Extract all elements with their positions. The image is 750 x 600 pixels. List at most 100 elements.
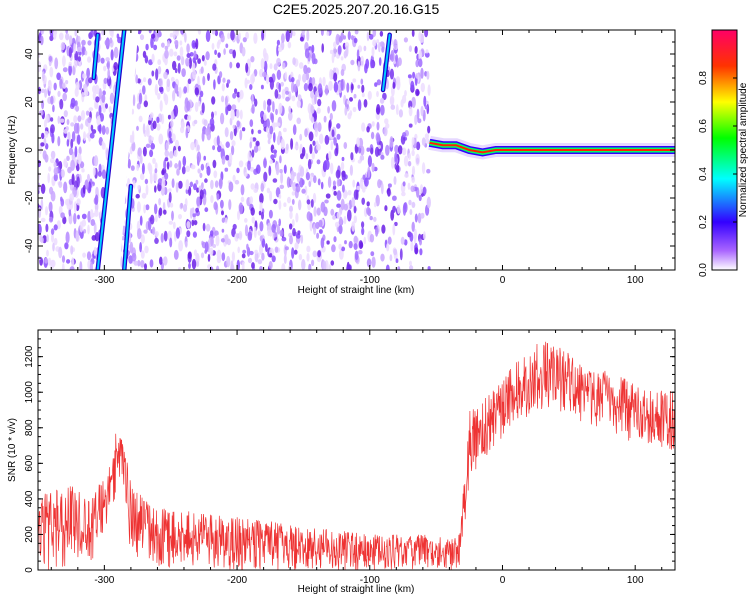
spectrogram-noise-cell: [225, 141, 230, 148]
spectrogram-noise-cell: [212, 159, 217, 169]
spectrogram-noise-cell: [129, 241, 134, 254]
spectrogram-noise-cell: [164, 45, 169, 51]
spectrogram-noise-cell: [196, 196, 201, 207]
spectrogram-noise-cell: [166, 40, 171, 48]
spectrogram-noise-cell: [304, 48, 310, 59]
spectrogram-noise-cell: [145, 143, 151, 148]
spectrogram-noise-cell: [305, 172, 310, 181]
spectrogram-noise-cell: [312, 250, 318, 258]
spectrogram-noise-cell: [70, 97, 76, 108]
spectrogram-noise-cell: [362, 174, 366, 180]
spectrogram-noise-cell: [370, 58, 373, 69]
spectrogram-noise-cell: [263, 113, 267, 122]
colorbar-label: Normalized spectral amplitude: [738, 82, 749, 217]
spectrogram-noise-cell: [358, 240, 363, 250]
spectrogram-noise-cell: [331, 100, 337, 112]
spectrogram-noise-cell: [239, 109, 243, 120]
spectrogram-noise-cell: [223, 48, 226, 55]
spectrogram-noise-cell: [80, 123, 84, 130]
spectrogram-streak-core: [92, 33, 99, 79]
spectrogram-noise-cell: [94, 209, 99, 217]
spectrogram-noise-cell: [257, 230, 261, 236]
spectrogram-noise-cell: [346, 100, 350, 105]
colorbar-ticks: 0.0 0.2 0.4 0.6 0.8: [698, 71, 737, 277]
spectrogram-noise-cell: [295, 185, 301, 193]
spectrogram-noise-cell: [178, 160, 182, 171]
spectrogram-noise-cell: [251, 93, 254, 105]
spectrogram-noise-cell: [411, 201, 416, 208]
spectrogram-noise-cell: [200, 66, 204, 74]
spectrogram-noise-cell: [82, 73, 86, 79]
spectrogram-noise-cell: [414, 114, 418, 125]
spectrogram-noise-cell: [76, 198, 81, 206]
spectrogram-noise-cell: [88, 107, 94, 112]
spectrogram-noise-cell: [367, 166, 371, 179]
spectrogram-noise-cell: [94, 103, 99, 110]
spectrogram-noise-cell: [301, 188, 306, 194]
spectrogram-noise-cell: [87, 130, 92, 142]
spectrogram-noise-cell: [105, 103, 108, 109]
spectrogram-noise-cell: [304, 128, 308, 138]
spectrogram-noise-cell: [366, 147, 371, 152]
spectrogram-noise-cell: [363, 236, 367, 245]
spectrogram-noise-cell: [42, 71, 45, 82]
spectrogram-noise-cell: [263, 171, 268, 182]
spectrogram-noise-cell: [212, 63, 217, 71]
spectrogram-noise-cell: [271, 223, 277, 233]
spectrogram-noise-cell: [174, 39, 179, 46]
spectrogram-noise-cell: [95, 96, 100, 103]
spectrogram-noise-cell: [379, 30, 384, 37]
spectrogram-noise-cell: [247, 231, 253, 241]
spectrogram-noise-cell: [54, 57, 59, 70]
spectrogram-noise-cell: [320, 181, 324, 190]
spectrogram-noise-cell: [276, 57, 281, 67]
spectrogram-noise-cell: [195, 261, 200, 267]
spectrogram-noise-cell: [279, 229, 284, 237]
spectrogram-noise-cell: [82, 252, 86, 258]
spectrogram-noise-cell: [376, 121, 380, 131]
spectrogram-noise-cell: [48, 166, 52, 172]
spectrogram-noise-cell: [350, 152, 354, 161]
spectrogram-noise-cell: [351, 83, 354, 91]
spectrogram-noise-cell: [52, 104, 55, 113]
spectrogram-noise-cell: [138, 92, 143, 105]
spectrogram-noise-cell: [203, 119, 208, 127]
spectrogram-noise-cell: [99, 113, 105, 122]
spectrogram-noise-cell: [283, 127, 287, 133]
spectrogram-noise-cell: [87, 224, 90, 235]
spectrogram-noise-cell: [339, 248, 344, 260]
snr-y-tick-label: 800: [24, 419, 35, 436]
spectrogram-noise-cell: [290, 170, 295, 182]
spectrogram-noise-cell: [392, 223, 396, 236]
spectrogram-noise-cell: [143, 100, 148, 108]
spectrogram-noise-cell: [331, 52, 335, 64]
spectrogram-noise-cell: [317, 250, 321, 258]
spectrogram-noise-cell: [157, 59, 162, 66]
spectrogram-noise-cell: [389, 254, 393, 262]
spectrogram-noise-cell: [368, 33, 374, 40]
spectrogram-noise-cell: [221, 210, 224, 216]
spectrogram-noise-cell: [110, 49, 114, 61]
spectrogram-noise-cell: [363, 45, 367, 52]
spectrogram-noise-cell: [317, 122, 322, 133]
snr-x-tick-label: 0: [500, 575, 506, 586]
spectrogram-noise-cell: [383, 126, 388, 137]
spectrogram-noise-cell: [71, 257, 75, 269]
spectrogram-noise-cell: [96, 115, 101, 126]
spectrogram-noise-cell: [207, 73, 210, 81]
spectrogram-noise-cell: [68, 63, 72, 76]
spectrogram-noise-cell: [292, 57, 296, 66]
spectrogram-noise-cell: [225, 154, 230, 161]
spectrogram-noise-cell: [250, 183, 255, 190]
spectrogram-noise-cell: [333, 72, 338, 82]
spectrogram-y-tick-label: 20: [24, 96, 35, 108]
spectrogram-noise-cell: [168, 191, 172, 203]
spectrogram-noise-cell: [214, 30, 218, 37]
spectrogram-noise-cell: [140, 173, 145, 181]
spectrogram-noise-cell: [163, 230, 168, 242]
spectrogram-noise-cell: [169, 237, 173, 248]
spectrogram-noise-cell: [389, 136, 394, 148]
spectrogram-noise-cell: [93, 222, 97, 235]
snr-y-tick-label: 1200: [24, 345, 35, 368]
spectrogram-noise-cell: [235, 109, 240, 119]
